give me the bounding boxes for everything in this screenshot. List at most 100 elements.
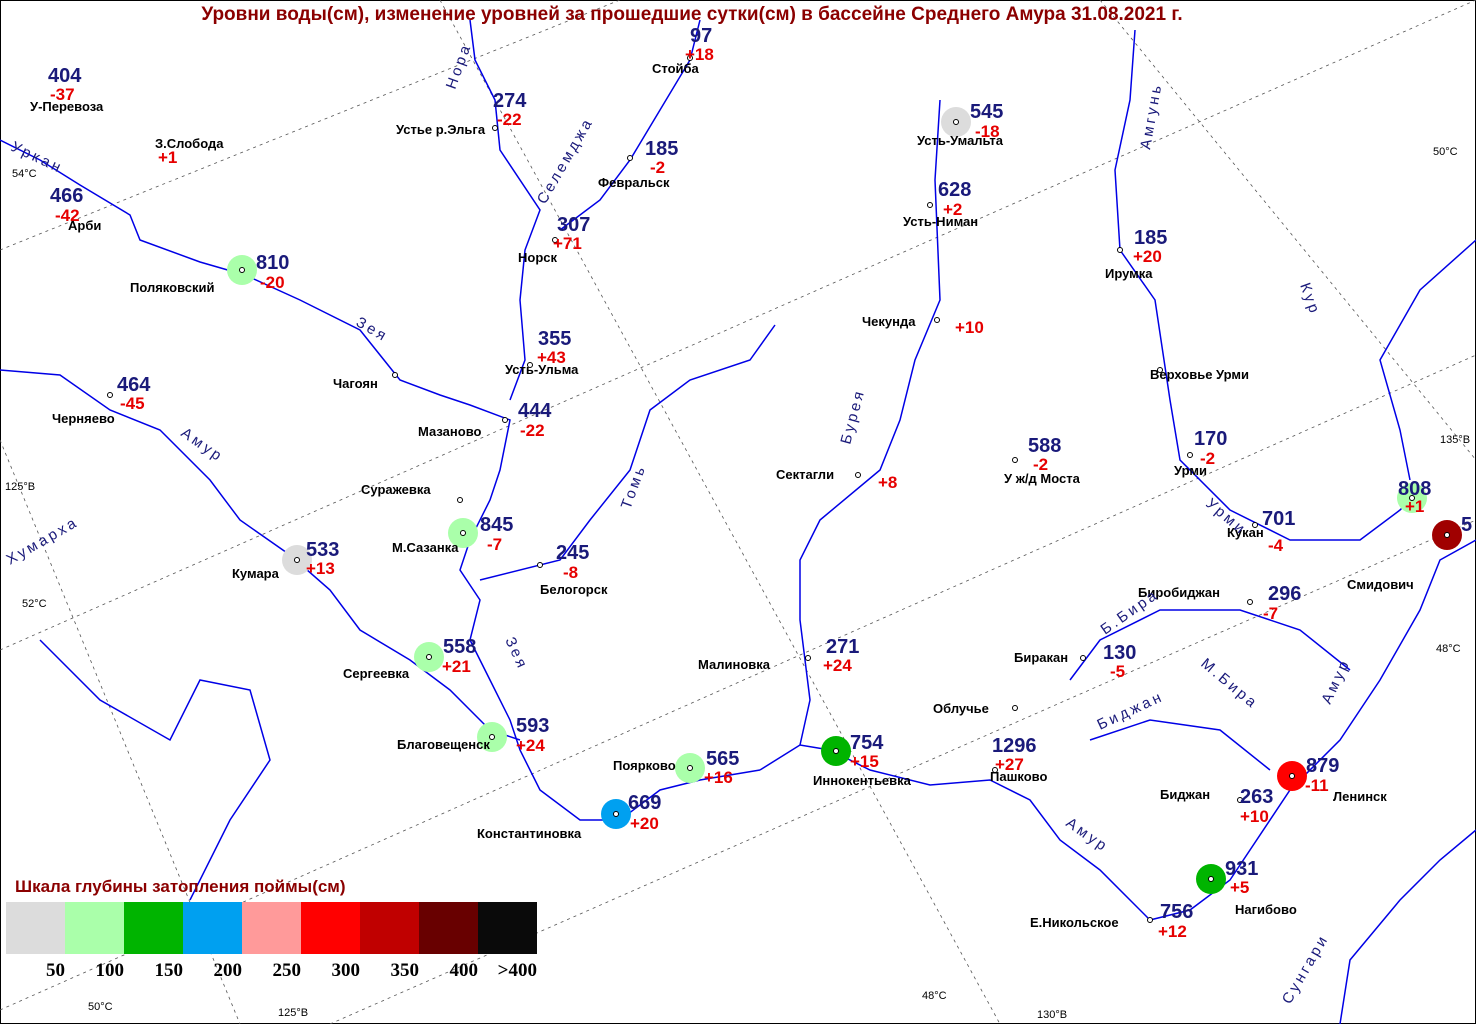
legend-label: 200: [214, 960, 243, 981]
station-name: Черняево: [52, 411, 115, 426]
legend-swatch: [242, 902, 301, 954]
water-level: 701: [1262, 508, 1295, 530]
level-change: -2: [1200, 449, 1215, 468]
station-name: Чагоян: [333, 376, 378, 391]
level-change: -37: [50, 85, 75, 104]
water-level: 404: [48, 65, 82, 87]
level-change: +12: [1158, 922, 1187, 941]
station-name: Пашково: [990, 769, 1048, 784]
water-level: 533: [306, 539, 339, 561]
river-zeya: [0, 139, 761, 821]
river-bureya: [799, 99, 941, 746]
level-change: +24: [823, 656, 852, 675]
water-level: 931: [1225, 858, 1258, 880]
gauge-point: [1208, 876, 1214, 882]
station-name: Биджан: [1160, 787, 1210, 802]
station-name: Кукан: [1227, 525, 1264, 540]
legend-label: 300: [332, 960, 361, 981]
level-change: -18: [975, 122, 1000, 141]
station-name: Урми: [1174, 463, 1207, 478]
gauge-point: [502, 417, 508, 423]
station-name: У-Перевоза: [30, 99, 104, 114]
water-level: 263: [1240, 786, 1273, 808]
water-level: 5: [1461, 514, 1472, 536]
legend-swatch: [301, 902, 360, 954]
gauge-point: [613, 811, 619, 817]
gauge-point: [687, 765, 693, 771]
level-change: -7: [1263, 604, 1278, 623]
water-level: 845: [480, 514, 513, 536]
water-level: 185: [1134, 227, 1167, 249]
river-selemdzha-upper: [559, 19, 701, 231]
station-name: Нагибово: [1235, 902, 1297, 917]
water-level: 307: [557, 214, 590, 236]
gauge-point: [855, 472, 861, 478]
level-change: +27: [995, 755, 1024, 774]
water-level: 754: [850, 732, 884, 754]
grid-label: 135°В: [1440, 434, 1470, 446]
level-change: -5: [1110, 662, 1125, 681]
gauge-point: [1080, 655, 1086, 661]
level-change: +18: [685, 45, 714, 64]
station-name: Мазаново: [418, 424, 482, 439]
river-bira: [1069, 609, 1351, 681]
level-change: -7: [487, 535, 502, 554]
gauge-point: [1247, 599, 1253, 605]
station-name: Кумара: [232, 566, 280, 581]
level-change: +15: [850, 752, 879, 771]
station-name: Поляковский: [130, 280, 214, 295]
gauge-point: [107, 392, 113, 398]
station-name: Норск: [518, 250, 558, 265]
station-name: Иннокентьевка: [813, 773, 912, 788]
grid-label: 48°C: [922, 990, 947, 1002]
station-name: Е.Никольское: [1030, 915, 1119, 930]
legend-swatch: [65, 902, 124, 954]
river-selemdzha: [469, 19, 541, 401]
legend-label: 150: [155, 960, 184, 981]
gauge-point: [537, 562, 543, 568]
water-level: 808: [1398, 478, 1431, 500]
station-name: Устье р.Эльга: [396, 122, 486, 137]
level-change: -42: [55, 206, 80, 225]
level-change: +10: [1240, 807, 1269, 826]
water-level: 444: [518, 400, 552, 422]
station-name: Ленинск: [1333, 789, 1387, 804]
water-level: 565: [706, 748, 739, 770]
legend-title: Шкала глубины затопления поймы(см): [15, 877, 346, 896]
water-level: 245: [556, 542, 589, 564]
water-level: 879: [1306, 755, 1339, 777]
gauge-point: [992, 767, 998, 773]
gauge-point: [687, 55, 693, 61]
grid-label: 52°C: [22, 598, 47, 610]
level-change: -45: [120, 394, 145, 413]
grid-line: [1099, 0, 1476, 461]
gauge-point: [1147, 917, 1153, 923]
gauge-point: [1157, 367, 1163, 373]
level-change: +20: [630, 814, 659, 833]
legend-swatch: [419, 902, 478, 954]
water-level: 756: [1160, 901, 1193, 923]
station-name: Облучье: [933, 701, 989, 716]
grid-line: [0, 354, 1476, 1011]
station-name: Арби: [68, 218, 101, 233]
legend: Шкала глубины затопления поймы(см) 50 100…: [6, 877, 537, 981]
station-name: Стойба: [652, 61, 700, 76]
station-name: Константиновка: [477, 826, 582, 841]
legend-label: 350: [391, 960, 420, 981]
gauge-point: [1444, 532, 1450, 538]
grid-label: 50°C: [88, 1001, 113, 1013]
water-level: 274: [493, 90, 527, 112]
grid-label: 48°C: [1436, 643, 1461, 655]
river-kur: [1379, 239, 1476, 481]
grid-label: 54°C: [12, 168, 37, 180]
station-name: Смидович: [1347, 577, 1414, 592]
level-change: -22: [497, 110, 522, 129]
legend-label: 250: [273, 960, 302, 981]
level-change: +10: [955, 318, 984, 337]
river-tom: [479, 324, 776, 581]
gauge-point: [392, 372, 398, 378]
gauge-point: [927, 202, 933, 208]
gauge-point: [953, 119, 959, 125]
water-level: 130: [1103, 642, 1136, 664]
